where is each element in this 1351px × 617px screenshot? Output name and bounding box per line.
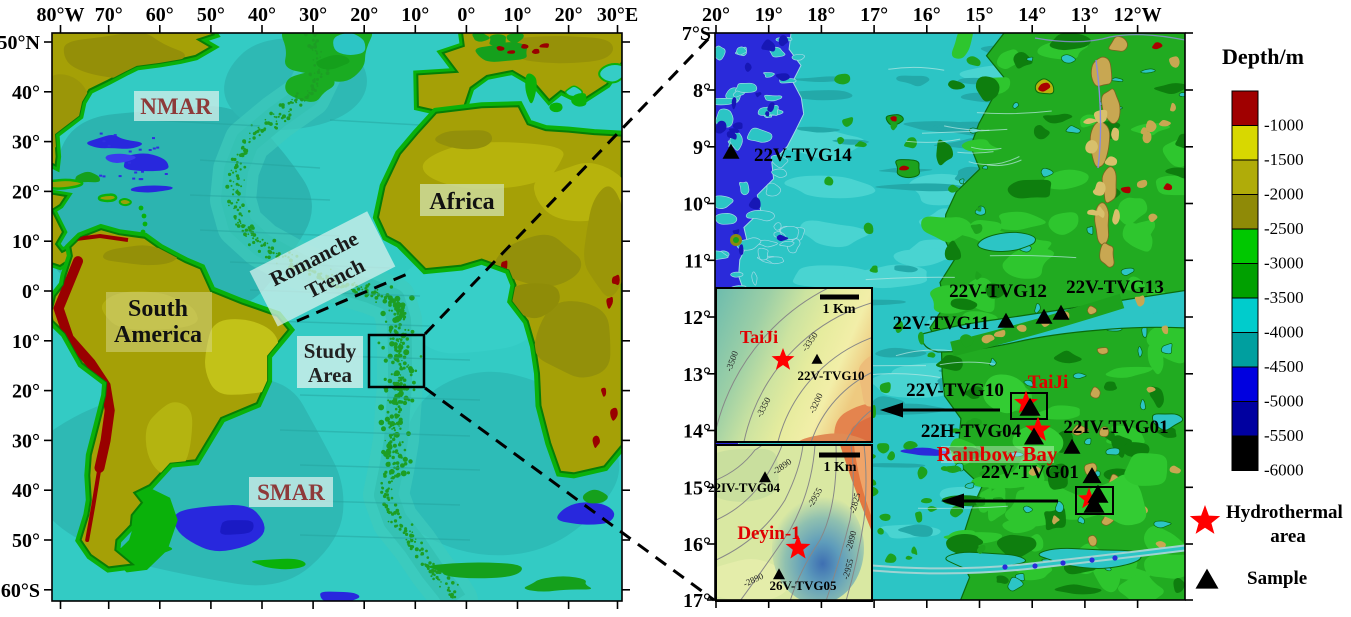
svg-text:7°S: 7°S [682,23,711,45]
svg-text:30°: 30° [12,132,40,154]
svg-text:70°: 70° [95,4,123,26]
svg-text:26V-TVG05: 26V-TVG05 [770,578,837,593]
svg-text:20°: 20° [555,4,583,26]
svg-text:-1000: -1000 [1264,116,1304,135]
svg-text:22V-TVG10: 22V-TVG10 [798,368,865,383]
svg-text:22V-TVG11: 22V-TVG11 [893,313,990,334]
svg-text:12°W: 12°W [1114,4,1162,26]
svg-text:22IV-TVG04: 22IV-TVG04 [708,480,780,495]
svg-text:8°: 8° [693,80,711,102]
svg-text:Rainbow Bay: Rainbow Bay [937,442,1058,466]
svg-text:22V-TVG14: 22V-TVG14 [754,145,852,166]
svg-text:80°W: 80°W [37,4,85,26]
svg-text:30°E: 30°E [597,4,638,26]
svg-text:-2500: -2500 [1264,219,1304,238]
svg-text:22H-TVG04: 22H-TVG04 [921,421,1022,442]
svg-text:12°: 12° [683,307,711,329]
svg-text:30°: 30° [299,4,327,26]
svg-text:10°: 10° [401,4,429,26]
svg-text:11°: 11° [684,250,711,272]
svg-text:-4000: -4000 [1264,323,1304,342]
svg-text:30°: 30° [12,430,40,452]
svg-text:Study: Study [304,339,357,363]
svg-text:40°: 40° [248,4,276,26]
svg-text:13°: 13° [1071,4,1099,26]
svg-text:22V-TVG10: 22V-TVG10 [906,380,1004,401]
svg-text:-3500: -3500 [1264,288,1304,307]
svg-text:TaiJi: TaiJi [740,327,778,347]
svg-text:15°: 15° [966,4,994,26]
svg-text:-2000: -2000 [1264,185,1304,204]
svg-text:15°: 15° [683,477,711,499]
svg-text:area: area [1270,526,1306,547]
svg-text:14°: 14° [683,421,711,443]
svg-text:20°: 20° [350,4,378,26]
svg-text:1 Km: 1 Km [822,302,855,317]
svg-text:9°: 9° [693,137,711,159]
svg-text:10°: 10° [12,231,40,253]
svg-text:South: South [128,296,188,322]
svg-text:0°: 0° [457,4,475,26]
svg-text:16°: 16° [683,534,711,556]
svg-text:13°: 13° [683,364,711,386]
svg-text:50°: 50° [197,4,225,26]
svg-text:-4500: -4500 [1264,357,1304,376]
svg-text:0°: 0° [22,281,40,303]
svg-text:19°: 19° [755,4,783,26]
svg-text:Hydrothermal: Hydrothermal [1226,502,1343,523]
svg-text:17°: 17° [683,590,711,612]
svg-text:10°: 10° [683,194,711,216]
svg-text:50°: 50° [12,530,40,552]
svg-text:22V-TVG12: 22V-TVG12 [949,281,1047,302]
svg-text:10°: 10° [504,4,532,26]
svg-text:TaiJi: TaiJi [1028,372,1069,393]
svg-text:Depth/m: Depth/m [1222,44,1304,69]
svg-text:20°: 20° [702,4,730,26]
svg-text:60°: 60° [146,4,174,26]
svg-text:17°: 17° [860,4,888,26]
svg-text:22V-TVG13: 22V-TVG13 [1066,277,1164,298]
svg-text:America: America [114,322,202,348]
svg-text:Africa: Africa [429,189,494,215]
svg-text:14°: 14° [1018,4,1046,26]
svg-text:20°: 20° [12,181,40,203]
svg-text:-3000: -3000 [1264,254,1304,273]
svg-text:40°: 40° [12,480,40,502]
svg-text:SMAR: SMAR [257,480,325,505]
svg-text:-1500: -1500 [1264,150,1304,169]
svg-text:-5500: -5500 [1264,426,1304,445]
svg-text:18°: 18° [807,4,835,26]
svg-text:Sample: Sample [1247,568,1307,589]
svg-text:Deyin-1: Deyin-1 [737,523,800,544]
svg-text:-5000: -5000 [1264,392,1304,411]
svg-text:-6000: -6000 [1264,461,1304,480]
svg-text:Area: Area [308,363,352,387]
svg-text:22V-TVG01: 22V-TVG01 [981,462,1079,483]
svg-text:50°N: 50°N [0,32,41,54]
svg-text:22IV-TVG01: 22IV-TVG01 [1063,417,1168,438]
svg-text:1 Km: 1 Km [823,460,856,475]
svg-text:40°: 40° [12,82,40,104]
svg-text:NMAR: NMAR [140,94,212,119]
svg-text:60°S: 60°S [1,580,40,602]
svg-text:20°: 20° [12,381,40,403]
svg-text:16°: 16° [913,4,941,26]
svg-text:10°: 10° [12,331,40,353]
